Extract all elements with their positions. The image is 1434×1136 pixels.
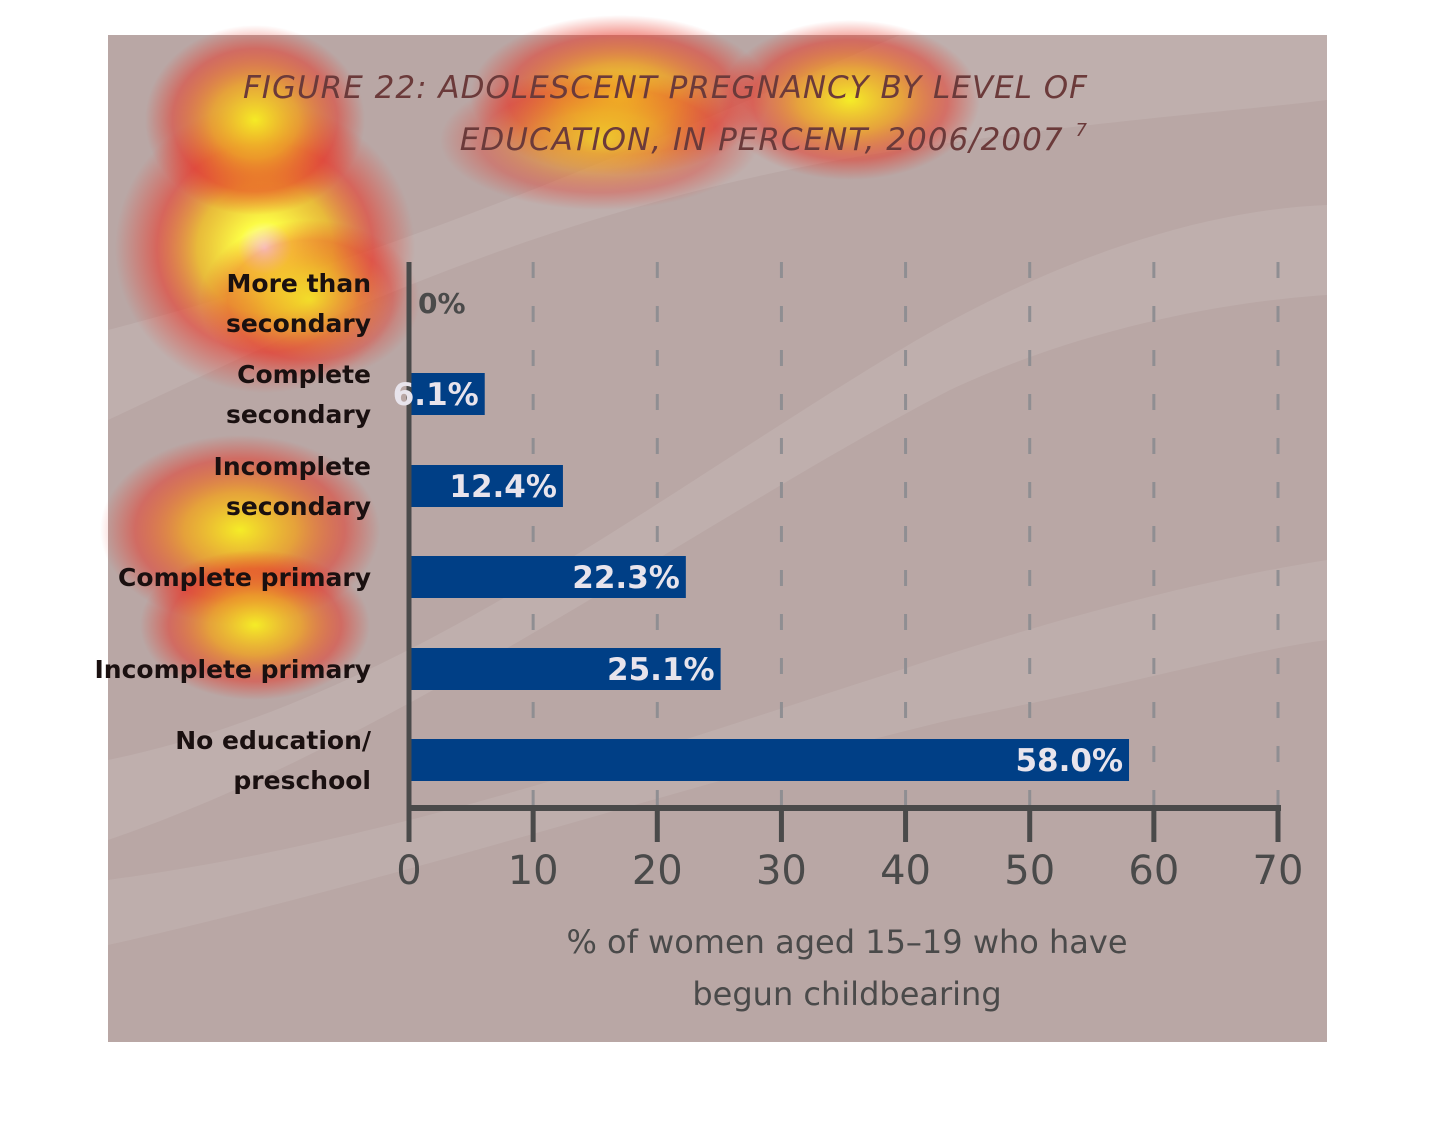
bar [409,648,721,690]
x-tick-label: 20 [632,848,683,894]
category-label: secondary [226,492,371,521]
bar [409,465,563,507]
category-label: secondary [226,309,371,338]
grid-lines [531,262,1280,808]
x-tick-label: 10 [508,848,559,894]
category-label: More than [227,269,371,298]
bar [409,373,485,415]
x-tick-label: 30 [756,848,807,894]
chart-title-line2: EDUCATION, IN PERCENT, 2006/2007 7 [460,120,1088,158]
x-axis-label-line2: begun childbearing [692,975,1001,1013]
bars [409,373,1130,781]
bar-value-label: 0% [418,287,466,320]
x-axis-label-line1: % of women aged 15–19 who have [566,923,1127,961]
bar-value-label: 58.0% [1015,743,1123,779]
chart-title-footnote: 7 [1076,120,1088,141]
x-tick-label: 70 [1253,848,1304,894]
bar-value-label: 12.4% [449,469,557,505]
chart-title-line2-text: EDUCATION, IN PERCENT, 2006/2007 [460,122,1064,158]
category-label: Complete [237,360,371,389]
bar-value-label: 25.1% [607,652,715,688]
background-wave [108,35,1327,420]
x-tick-label: 0 [396,848,421,894]
category-label: Incomplete [214,452,371,481]
category-label: Incomplete primary [94,655,371,684]
category-label: preschool [233,766,371,795]
bar [409,739,1130,781]
chart-title-line1: FIGURE 22: ADOLESCENT PREGNANCY BY LEVEL… [243,70,1088,106]
x-tick-label: 40 [880,848,931,894]
x-tick-label: 60 [1128,848,1179,894]
axes [406,262,1281,842]
category-label: Complete primary [118,563,371,592]
bar-value-label: 6.1% [393,377,479,413]
category-label: secondary [226,400,371,429]
bar-value-label: 22.3% [572,560,680,596]
bar [409,556,686,598]
category-label: No education/ [175,726,372,755]
heatmap-overlay [100,15,980,700]
x-tick-label: 50 [1004,848,1055,894]
labels: 0% More than secondary 6.1% Complete secondar… [94,269,1303,894]
